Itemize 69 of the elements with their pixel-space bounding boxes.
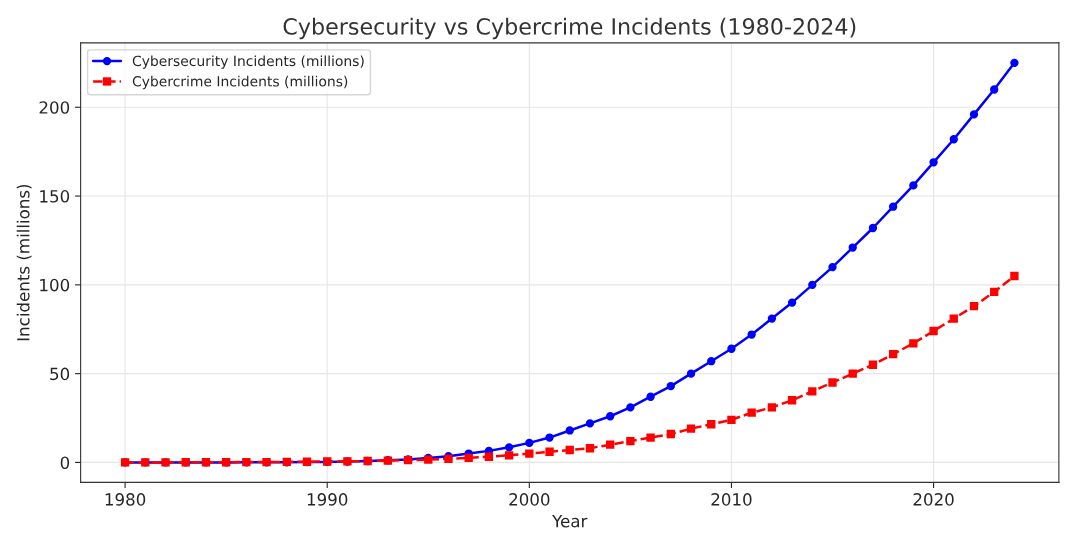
point — [868, 360, 878, 369]
x-tick-label: 1990 — [307, 493, 348, 506]
point — [808, 387, 817, 396]
point — [646, 433, 655, 442]
point — [686, 424, 696, 433]
point — [848, 243, 857, 252]
y-tick-label: 0 — [60, 456, 70, 469]
point — [969, 110, 979, 119]
point — [888, 349, 898, 359]
point — [828, 262, 837, 272]
point — [828, 378, 837, 387]
x-tick-label: 2010 — [711, 493, 752, 506]
point — [1010, 58, 1019, 68]
point — [525, 449, 534, 458]
point — [969, 301, 979, 311]
y-tick-label: 150 — [40, 190, 70, 203]
point — [727, 344, 736, 353]
point — [707, 357, 716, 366]
point — [949, 314, 958, 323]
point — [545, 433, 554, 442]
chart-title: Cybersecurity vs Cybercrime Incidents (1980-2024) — [283, 17, 856, 40]
point — [646, 392, 655, 401]
point — [747, 330, 756, 339]
point — [929, 158, 938, 167]
point — [909, 339, 918, 348]
legend-label: Cybercrime Incidents (millions) — [132, 75, 348, 90]
point — [504, 451, 514, 460]
x-tick-label: 1980 — [105, 493, 146, 506]
point — [929, 326, 938, 336]
point — [707, 420, 716, 429]
point — [585, 444, 595, 453]
point — [565, 426, 574, 435]
y-tick-label: 50 — [50, 367, 70, 381]
point — [848, 369, 857, 378]
point — [727, 415, 736, 424]
point — [767, 314, 777, 323]
x-tick-label: 2020 — [913, 493, 954, 506]
point — [666, 381, 675, 391]
point — [606, 440, 615, 449]
point — [787, 298, 797, 307]
point — [484, 452, 494, 461]
point — [808, 280, 817, 289]
y-tick-label: 200 — [39, 101, 70, 114]
point — [888, 202, 898, 211]
point — [666, 429, 675, 439]
point — [990, 85, 999, 94]
point — [868, 223, 878, 233]
point — [585, 419, 595, 428]
point — [767, 403, 777, 412]
point — [686, 369, 696, 378]
x-tick-label: 2000 — [509, 493, 550, 506]
y-axis-title: Incidents (millions) — [16, 184, 32, 341]
point — [504, 443, 514, 452]
point — [949, 135, 958, 144]
point — [909, 181, 918, 190]
point — [525, 438, 534, 448]
point — [606, 412, 615, 421]
point — [626, 436, 635, 446]
point — [545, 447, 554, 456]
point — [1010, 271, 1019, 281]
point — [787, 396, 797, 405]
point — [565, 445, 574, 455]
legend-label: Cybersecurity Incidents (millions) — [132, 55, 364, 69]
point — [990, 287, 999, 297]
x-axis-title: Year — [552, 515, 588, 528]
point — [464, 453, 473, 462]
y-tick-label: 100 — [40, 278, 70, 292]
point — [747, 408, 756, 417]
point — [626, 403, 635, 412]
